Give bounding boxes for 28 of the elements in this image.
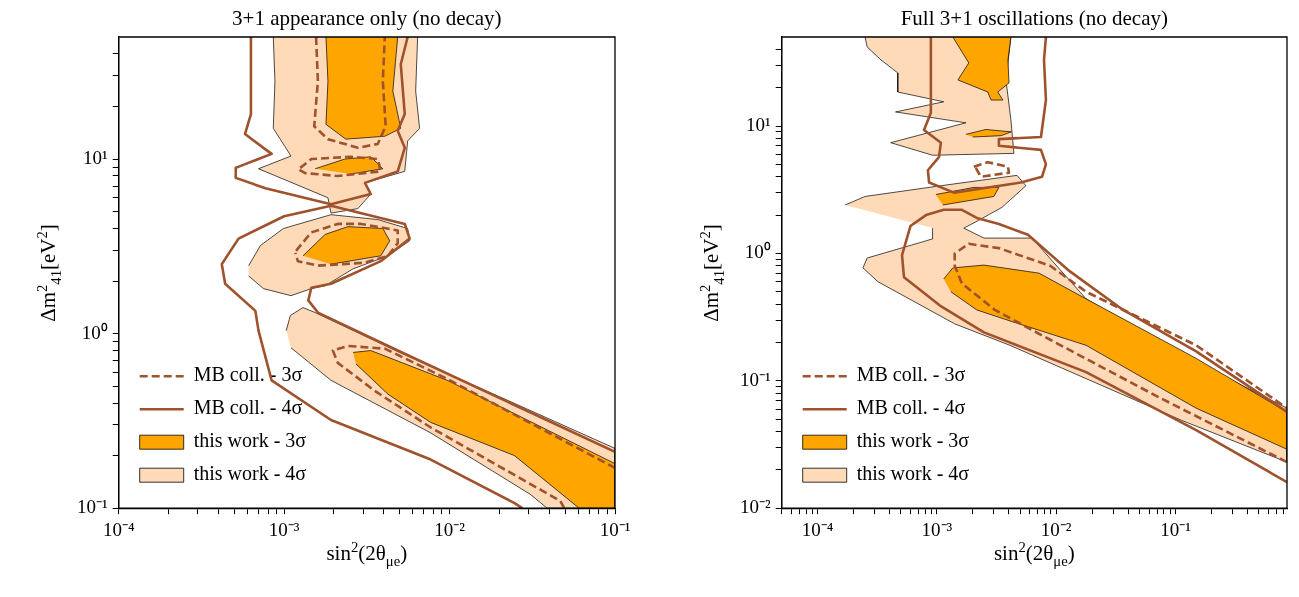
legend-label: this work - 3σ bbox=[856, 429, 970, 452]
x-tick-label: 10⁻¹ bbox=[599, 518, 631, 540]
y-tick-label: 10⁻² bbox=[739, 496, 771, 518]
legend-label: MB coll. - 3σ bbox=[856, 363, 966, 386]
x-tick-label: 10⁻⁴ bbox=[102, 518, 135, 540]
x-axis-title: sin$^{2}$(2θ$_{μe}$) bbox=[326, 539, 408, 569]
legend-label: MB coll. - 3σ bbox=[193, 363, 303, 386]
x-axis-title: sin$^{2}$(2θ$_{μe}$) bbox=[993, 539, 1075, 569]
y-tick-label: 10⁻¹ bbox=[76, 496, 108, 518]
y-tick-label: 10⁰ bbox=[744, 241, 771, 263]
x-tick-label: 10⁻³ bbox=[268, 518, 300, 540]
x-tick-label: 10⁻¹ bbox=[1160, 518, 1192, 540]
line-series bbox=[972, 160, 1011, 179]
x-tick-label: 10⁻² bbox=[1040, 518, 1072, 540]
chart-title: Full 3+1 oscillations (no decay) bbox=[900, 6, 1168, 31]
y-tick-label: 10¹ bbox=[745, 114, 771, 136]
legend-label: this work - 4σ bbox=[193, 462, 307, 485]
y-tick-label: 10¹ bbox=[82, 147, 108, 169]
legend-label: this work - 4σ bbox=[856, 462, 970, 485]
x-tick-label: 10⁻⁴ bbox=[801, 518, 834, 540]
x-tick-label: 10⁻² bbox=[434, 518, 466, 540]
x-tick-label: 10⁻³ bbox=[921, 518, 953, 540]
legend-label: MB coll. - 4σ bbox=[193, 396, 303, 419]
y-tick-label: 10⁻¹ bbox=[739, 368, 771, 390]
y-tick-label: 10⁰ bbox=[81, 321, 108, 343]
legend-label: MB coll. - 4σ bbox=[856, 396, 966, 419]
legend-label: this work - 3σ bbox=[193, 429, 307, 452]
chart-title: 3+1 appearance only (no decay) bbox=[232, 6, 502, 31]
